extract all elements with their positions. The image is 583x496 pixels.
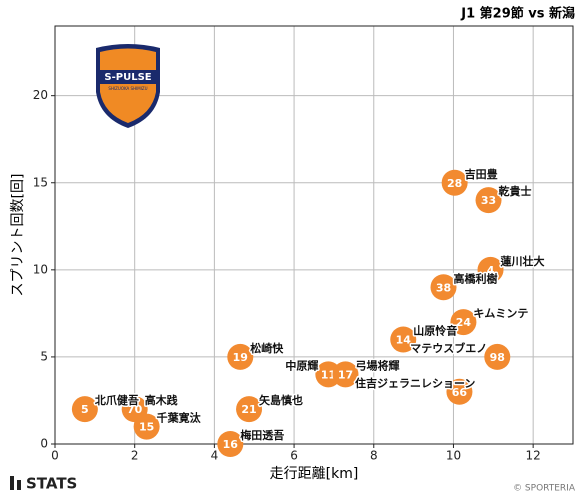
brand-text: STATS: [26, 475, 77, 493]
y-tick-label: 15: [33, 175, 48, 189]
club-logo: S-PULSE SHIZUOKA SHIMIZU: [96, 44, 160, 128]
point-label: 松崎快: [250, 341, 284, 355]
x-axis-label: 走行距離[km]: [270, 465, 359, 482]
x-tick-label: 12: [526, 449, 541, 463]
point: [133, 413, 160, 440]
point-label: マテウスブエノ: [410, 341, 487, 355]
point: [450, 309, 477, 336]
point-label: 矢島慎也: [259, 393, 303, 407]
point: [227, 343, 254, 370]
point-number: 11: [321, 368, 336, 381]
chart-title: J1 第29節 vs 新潟: [460, 6, 575, 22]
point-number: 70: [127, 403, 143, 416]
point-number: 98: [490, 351, 505, 364]
x-tick-label: 0: [51, 449, 59, 463]
logo-sub: SHIZUOKA SHIMIZU: [108, 86, 147, 91]
plot-frame: [54, 25, 574, 445]
point: [217, 431, 244, 457]
x-tick-label: 2: [131, 449, 139, 463]
point-label: キムミンテ: [473, 307, 528, 320]
point-number: 17: [338, 368, 353, 381]
point-label: 山原怜音: [413, 324, 457, 338]
point: [430, 274, 457, 301]
point-number: 16: [223, 438, 239, 451]
point: [71, 396, 98, 423]
x-tick-label: 10: [446, 449, 461, 463]
y-axis-label: スプリント回数[回]: [10, 174, 26, 297]
point-number: 14: [396, 334, 412, 347]
point: [332, 361, 359, 388]
x-tick-label: 8: [370, 449, 378, 463]
point: [441, 169, 468, 196]
point-number: 24: [456, 316, 472, 329]
point-label: 住吉ジェラニレショーン: [355, 376, 475, 390]
point-number: 66: [452, 386, 468, 399]
point-number: 19: [233, 351, 248, 364]
point: [477, 256, 504, 283]
point-label: 吉田豊: [465, 167, 498, 181]
credit: © SPORTERIA: [513, 484, 576, 494]
point: [390, 326, 417, 353]
point-label: 高橋利樹: [454, 271, 498, 285]
logo-name: S-PULSE: [104, 72, 151, 83]
point-number: 21: [241, 403, 256, 416]
point-label: 蓮川壮大: [501, 254, 545, 268]
point-label: 中原輝: [285, 358, 318, 372]
point-number: 38: [436, 281, 451, 294]
point-label: 北爪健吾: [95, 393, 139, 407]
point: [236, 396, 263, 423]
point: [475, 187, 502, 214]
y-tick-label: 5: [40, 349, 48, 363]
point-number: 33: [481, 194, 496, 207]
point-number: 5: [81, 403, 89, 416]
point-label: 梅田透吾: [240, 428, 284, 442]
y-tick-label: 10: [33, 262, 48, 276]
point-label: 乾貴士: [499, 184, 532, 198]
point-number: 4: [487, 264, 495, 277]
point-label: 高木践: [145, 393, 178, 407]
point-number: 15: [139, 421, 154, 434]
point: [446, 378, 473, 405]
x-tick-label: 6: [290, 449, 298, 463]
point-label: 千葉寛汰: [157, 411, 202, 425]
point-label: 弓場将輝: [355, 358, 399, 372]
y-tick-label: 20: [33, 88, 48, 102]
brand-logo: STATS: [10, 475, 77, 493]
y-tick-label: 0: [40, 437, 48, 451]
point-number: 28: [447, 177, 462, 190]
point: [484, 343, 511, 370]
x-tick-label: 4: [211, 449, 219, 463]
